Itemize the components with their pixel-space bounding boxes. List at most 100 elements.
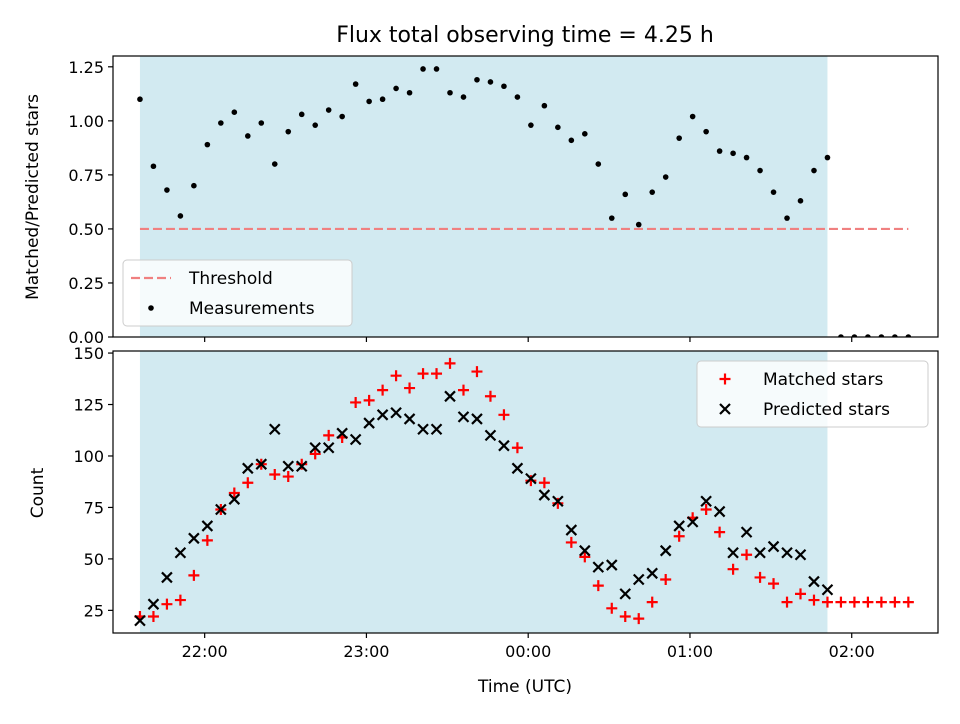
matched-stars-point — [147, 611, 159, 623]
matched-stars-point — [377, 384, 389, 396]
predicted-stars-point — [592, 561, 605, 573]
predicted-stars-point — [309, 441, 321, 454]
x-tick-label: 23:00 — [343, 642, 389, 661]
predicted-stars-point — [201, 520, 214, 532]
predicted-stars-point — [659, 544, 672, 557]
matched-stars-point — [862, 596, 874, 608]
predicted-stars-point — [498, 439, 510, 452]
predicted-stars-point — [632, 573, 645, 586]
plot-area-count — [134, 357, 914, 627]
legend-swatch-matched-stars — [719, 373, 731, 385]
bottom-y-axis-label: Count — [28, 467, 48, 518]
legend-box — [696, 360, 929, 428]
predicted-stars-point — [740, 526, 753, 538]
x-tick-label: 01:00 — [667, 642, 713, 661]
y-tick-label: 0.50 — [68, 220, 104, 239]
predicted-stars-point — [147, 598, 160, 610]
measurements-point — [797, 198, 804, 204]
measurements-point — [568, 137, 575, 144]
predicted-stars-point — [511, 462, 524, 475]
measurements-point — [406, 89, 413, 96]
predicted-stars-point — [349, 433, 362, 446]
predicted-stars-point — [444, 390, 456, 403]
predicted-stars-point — [525, 472, 537, 485]
measurements-point — [433, 66, 440, 72]
y-tick-label: 100 — [73, 447, 104, 466]
legend-swatch-predicted-stars — [719, 403, 731, 415]
matched-stars-point — [889, 596, 901, 608]
measurements-point — [892, 334, 898, 337]
matched-stars-point — [808, 594, 820, 606]
predicted-stars-point — [781, 546, 793, 559]
measurements-point — [474, 76, 480, 83]
predicted-stars-point — [376, 409, 389, 421]
predicted-stars-point — [552, 495, 564, 508]
predicted-stars-point — [700, 495, 712, 508]
plot-area-ratio — [137, 66, 912, 337]
predicted-stars-point — [215, 503, 227, 516]
top-y-axis-label: Matched/Predicted stars — [23, 94, 43, 300]
predicted-stars-point — [336, 427, 348, 440]
measurements-point — [703, 128, 709, 135]
measurements-point — [757, 167, 763, 174]
matched-stars-point — [228, 487, 240, 499]
matched-stars-point — [296, 458, 308, 470]
measurements-point — [339, 113, 345, 120]
matched-stars-point — [633, 613, 645, 625]
matched-stars-point — [363, 394, 375, 406]
predicted-stars-point — [134, 614, 146, 627]
measurements-point — [811, 167, 817, 174]
measurements-point — [218, 120, 224, 126]
matched-stars-point — [741, 549, 753, 561]
matched-stars-point — [619, 611, 631, 623]
predicted-stars-point — [457, 411, 470, 423]
y-tick-label: 0.75 — [68, 166, 104, 185]
predicted-stars-point — [322, 441, 335, 454]
matched-stars-point — [350, 396, 362, 408]
matched-stars-point — [727, 563, 739, 575]
predicted-stars-point — [430, 423, 443, 435]
y-tick-label: 125 — [73, 396, 104, 415]
matched-stars-point — [525, 475, 537, 487]
measurements-point — [730, 150, 736, 157]
predicted-stars-point — [808, 575, 820, 588]
predicted-stars-point — [242, 462, 254, 475]
matched-stars-point — [431, 368, 443, 380]
measurements-point — [191, 182, 197, 189]
matched-stars-point — [174, 594, 186, 606]
predicted-stars-point — [538, 489, 551, 501]
measurements-point — [231, 109, 238, 115]
x-tick-label: 02:00 — [829, 642, 875, 661]
matched-stars-point — [242, 477, 254, 489]
predicted-stars-point — [417, 423, 429, 435]
x-axis-label: Time (UTC) — [477, 677, 572, 697]
legend-label-threshold: Threshold — [188, 269, 273, 289]
y-tick-label: 1.25 — [68, 58, 104, 77]
measurements-point — [528, 122, 534, 128]
matched-stars-point — [201, 534, 213, 546]
measurements-point — [649, 189, 656, 195]
predicted-stars-point — [295, 460, 308, 473]
predicted-stars-point — [174, 546, 187, 559]
chart-title: Flux total observing time = 4.25 h — [336, 23, 714, 48]
measurements-point — [716, 148, 723, 154]
matched-stars-point — [309, 448, 321, 460]
matched-stars-point — [484, 390, 496, 402]
measurements-point — [393, 85, 399, 92]
measurements-point — [501, 83, 507, 90]
predicted-stars-point — [605, 559, 618, 571]
predicted-stars-point — [484, 429, 497, 442]
matched-stars-point — [875, 596, 887, 608]
measurements-point — [285, 128, 292, 135]
y-tick-label: 0.00 — [68, 328, 104, 347]
matched-stars-point — [821, 596, 833, 608]
matched-stars-point — [795, 588, 806, 600]
measurements-point — [204, 141, 211, 148]
measurements-point — [514, 94, 521, 100]
measurements-point — [622, 191, 629, 198]
matched-stars-point — [714, 526, 726, 538]
predicted-stars-point — [673, 520, 685, 532]
y-tick-label: 75 — [84, 498, 104, 517]
matched-stars-point — [498, 409, 510, 421]
measurements-point — [595, 161, 602, 167]
